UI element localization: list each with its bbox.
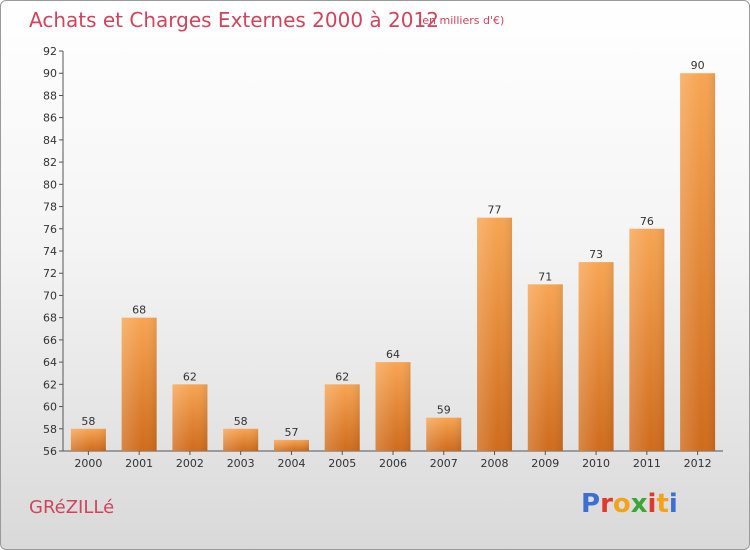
y-tick-label: 82 <box>43 156 57 169</box>
value-label-2002: 62 <box>183 370 197 383</box>
value-label-2011: 76 <box>640 215 654 228</box>
y-tick-label: 72 <box>43 267 57 280</box>
value-label-2008: 77 <box>488 204 502 217</box>
bar-shade-2011 <box>629 228 665 451</box>
chart-subtitle: (en milliers d'€) <box>418 14 505 27</box>
x-tick-label: 2009 <box>531 457 559 470</box>
x-tick-label: 2000 <box>74 457 102 470</box>
x-tick-label: 2006 <box>379 457 407 470</box>
value-label-2004: 57 <box>284 426 298 439</box>
bar-shade-2010 <box>578 262 614 451</box>
y-tick-label: 76 <box>43 223 57 236</box>
x-tick-label: 2008 <box>481 457 509 470</box>
value-label-2005: 62 <box>335 370 349 383</box>
y-tick-label: 64 <box>43 356 57 369</box>
x-tick-label: 2005 <box>328 457 356 470</box>
bar-shade-2012 <box>680 73 716 451</box>
logo-letter: t <box>656 489 669 519</box>
logo-letter: x <box>630 489 648 519</box>
y-tick-label: 92 <box>43 45 57 58</box>
y-tick-label: 68 <box>43 312 57 325</box>
x-tick-label: 2012 <box>684 457 712 470</box>
x-tick-label: 2001 <box>125 457 153 470</box>
y-tick-label: 74 <box>43 245 57 258</box>
y-tick-label: 60 <box>43 401 57 414</box>
proxiti-logo: Proxiti <box>581 489 678 519</box>
bar-shade-2008 <box>477 217 513 451</box>
value-label-2006: 64 <box>386 348 400 361</box>
value-label-2012: 90 <box>691 59 705 72</box>
y-tick-label: 56 <box>43 445 57 458</box>
value-label-2001: 68 <box>132 304 146 317</box>
y-tick-label: 62 <box>43 378 57 391</box>
x-tick-label: 2010 <box>582 457 610 470</box>
x-tick-label: 2007 <box>430 457 458 470</box>
value-label-2000: 58 <box>81 415 95 428</box>
axes: 56 58 60 62 64 66 68 70 72 74 76 78 80 82 84 86 88 90 92 20… <box>43 45 723 470</box>
logo-letter: i <box>668 489 678 519</box>
bars <box>70 73 716 451</box>
chart-title: Achats et Charges Externes 2000 à 2012 <box>29 8 439 32</box>
bar-shade-2006 <box>375 362 411 451</box>
value-label-2003: 58 <box>234 415 248 428</box>
x-tick-label: 2003 <box>227 457 255 470</box>
bar-shade-2003 <box>223 428 259 451</box>
bar-shade-2005 <box>324 384 360 451</box>
bar-shade-2002 <box>172 384 208 451</box>
bar-shade-2009 <box>527 284 563 451</box>
bar-shade-2000 <box>70 428 106 451</box>
y-tick-label: 86 <box>43 112 57 125</box>
y-tick-label: 90 <box>43 67 57 80</box>
y-tick-label: 78 <box>43 201 57 214</box>
logo-letter: r <box>600 489 613 519</box>
logo-letter: P <box>581 489 601 519</box>
logo-letter: i <box>647 489 657 519</box>
y-tick-label: 70 <box>43 289 57 302</box>
commune-name: GRéZILLé <box>29 497 115 518</box>
x-tick-label: 2004 <box>277 457 305 470</box>
logo-letter: o <box>612 489 631 519</box>
y-tick-label: 58 <box>43 423 57 436</box>
value-labels: 58 68 62 58 57 62 64 59 77 71 73 76 90 <box>81 59 704 439</box>
y-tick-label: 80 <box>43 178 57 191</box>
value-label-2007: 59 <box>437 404 451 417</box>
bar-shade-2007 <box>426 417 462 451</box>
value-label-2009: 71 <box>538 270 552 283</box>
x-tick-label: 2002 <box>176 457 204 470</box>
x-tick-label: 2011 <box>633 457 661 470</box>
y-tick-label: 84 <box>43 134 57 147</box>
bar-shade-2004 <box>273 439 309 451</box>
y-tick-label: 66 <box>43 334 57 347</box>
y-tick-label: 88 <box>43 89 57 102</box>
value-label-2010: 73 <box>589 248 603 261</box>
bar-shade-2001 <box>121 317 157 451</box>
